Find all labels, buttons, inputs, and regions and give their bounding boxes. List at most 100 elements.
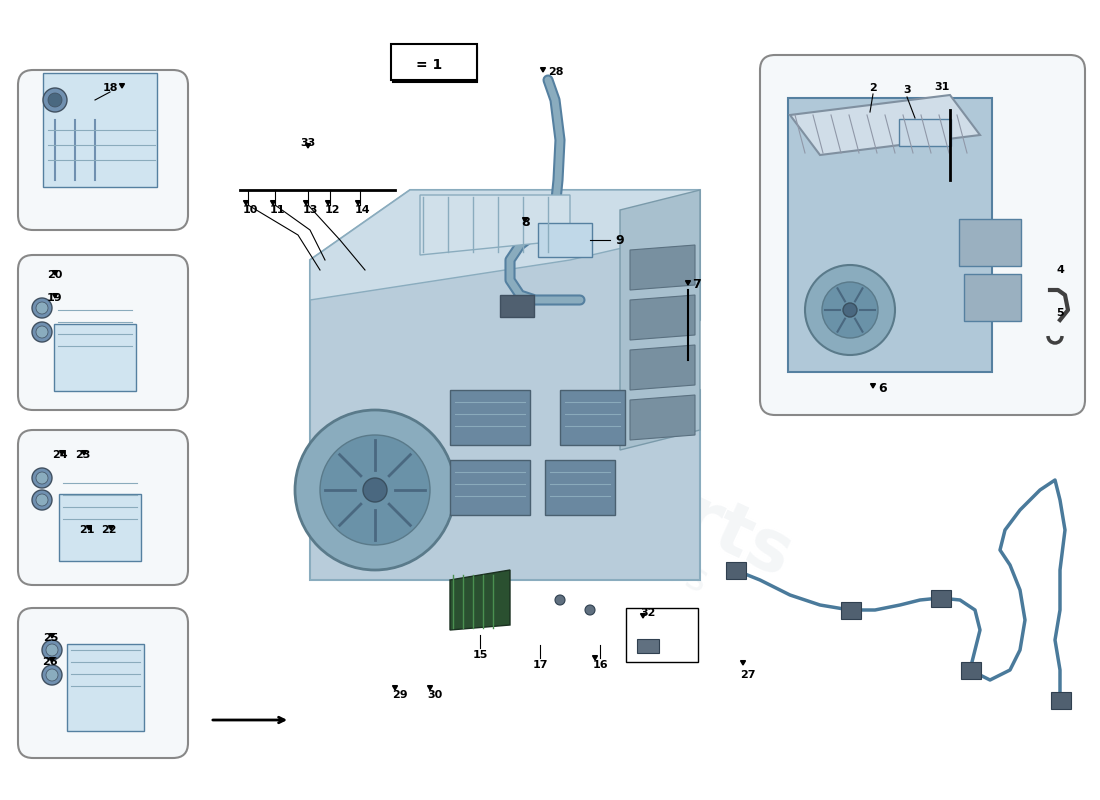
Polygon shape [120, 84, 124, 88]
Polygon shape [306, 144, 310, 148]
Text: = 1: = 1 [416, 58, 442, 72]
Circle shape [36, 494, 48, 506]
Text: 30: 30 [428, 690, 442, 700]
FancyBboxPatch shape [54, 324, 136, 391]
Polygon shape [420, 195, 570, 255]
Text: 31: 31 [934, 82, 949, 92]
Polygon shape [393, 686, 397, 690]
Circle shape [42, 665, 62, 685]
Text: 18: 18 [102, 83, 118, 93]
Circle shape [363, 478, 387, 502]
Circle shape [805, 265, 895, 355]
Polygon shape [685, 281, 691, 285]
Polygon shape [540, 68, 546, 72]
Text: 33: 33 [300, 138, 316, 148]
Polygon shape [243, 201, 249, 205]
Circle shape [32, 490, 52, 510]
Text: 19: 19 [46, 293, 62, 303]
FancyBboxPatch shape [67, 644, 144, 731]
FancyBboxPatch shape [788, 98, 992, 372]
Circle shape [36, 326, 48, 338]
Polygon shape [450, 460, 530, 515]
Text: 3: 3 [903, 85, 911, 95]
FancyBboxPatch shape [18, 70, 188, 230]
FancyBboxPatch shape [626, 608, 698, 662]
FancyBboxPatch shape [637, 639, 659, 653]
Text: 2: 2 [869, 83, 877, 93]
Circle shape [32, 298, 52, 318]
Text: 13: 13 [302, 205, 318, 215]
Text: 20: 20 [46, 270, 62, 280]
Text: 4: 4 [1056, 265, 1064, 275]
Polygon shape [428, 686, 432, 690]
Circle shape [822, 282, 878, 338]
Polygon shape [593, 656, 597, 660]
Text: = 1: = 1 [418, 58, 442, 71]
Circle shape [36, 302, 48, 314]
Circle shape [32, 322, 52, 342]
Text: 27: 27 [740, 670, 756, 680]
Circle shape [42, 640, 62, 660]
Text: 17: 17 [532, 660, 548, 670]
Polygon shape [544, 460, 615, 515]
FancyBboxPatch shape [959, 219, 1021, 266]
FancyBboxPatch shape [964, 274, 1021, 321]
FancyBboxPatch shape [760, 55, 1085, 415]
FancyBboxPatch shape [931, 590, 952, 607]
Circle shape [36, 472, 48, 484]
Circle shape [46, 644, 58, 656]
Polygon shape [50, 658, 55, 662]
FancyBboxPatch shape [500, 295, 534, 317]
FancyBboxPatch shape [59, 494, 141, 561]
Text: 25: 25 [43, 633, 58, 643]
FancyBboxPatch shape [393, 48, 477, 82]
Text: 32: 32 [640, 608, 656, 618]
Polygon shape [522, 218, 528, 222]
Text: 28: 28 [548, 67, 563, 77]
Polygon shape [310, 190, 700, 580]
Text: 11: 11 [270, 205, 285, 215]
Polygon shape [403, 63, 409, 68]
Polygon shape [304, 201, 308, 205]
Text: 14: 14 [354, 205, 370, 215]
Circle shape [43, 88, 67, 112]
Text: a passion for cars: a passion for cars [386, 420, 714, 600]
Polygon shape [640, 614, 646, 618]
Polygon shape [59, 450, 65, 455]
Polygon shape [740, 661, 746, 665]
Text: 21: 21 [79, 525, 95, 535]
FancyBboxPatch shape [18, 608, 188, 758]
Text: 6: 6 [878, 382, 887, 394]
FancyBboxPatch shape [18, 255, 188, 410]
Text: 23: 23 [75, 450, 90, 460]
Polygon shape [630, 345, 695, 390]
Polygon shape [450, 570, 510, 630]
Text: 8: 8 [521, 215, 530, 229]
Polygon shape [53, 270, 57, 275]
Text: 7: 7 [692, 278, 701, 291]
FancyBboxPatch shape [43, 73, 157, 187]
Circle shape [320, 435, 430, 545]
Text: 9: 9 [615, 234, 624, 246]
Circle shape [585, 605, 595, 615]
Polygon shape [405, 63, 411, 68]
Text: eurocarparts: eurocarparts [297, 307, 803, 593]
Polygon shape [870, 384, 876, 388]
Text: 26: 26 [43, 657, 58, 667]
FancyBboxPatch shape [842, 602, 861, 619]
Polygon shape [620, 190, 700, 450]
Polygon shape [109, 526, 113, 530]
Circle shape [46, 669, 58, 681]
Circle shape [843, 303, 857, 317]
FancyBboxPatch shape [899, 119, 952, 146]
Text: 22: 22 [101, 525, 117, 535]
Polygon shape [310, 190, 700, 300]
Polygon shape [450, 390, 530, 445]
Text: 10: 10 [242, 205, 257, 215]
FancyBboxPatch shape [1050, 692, 1071, 709]
Circle shape [48, 93, 62, 107]
Polygon shape [87, 526, 91, 530]
FancyBboxPatch shape [726, 562, 746, 579]
Circle shape [32, 468, 52, 488]
Text: 15: 15 [472, 650, 487, 660]
